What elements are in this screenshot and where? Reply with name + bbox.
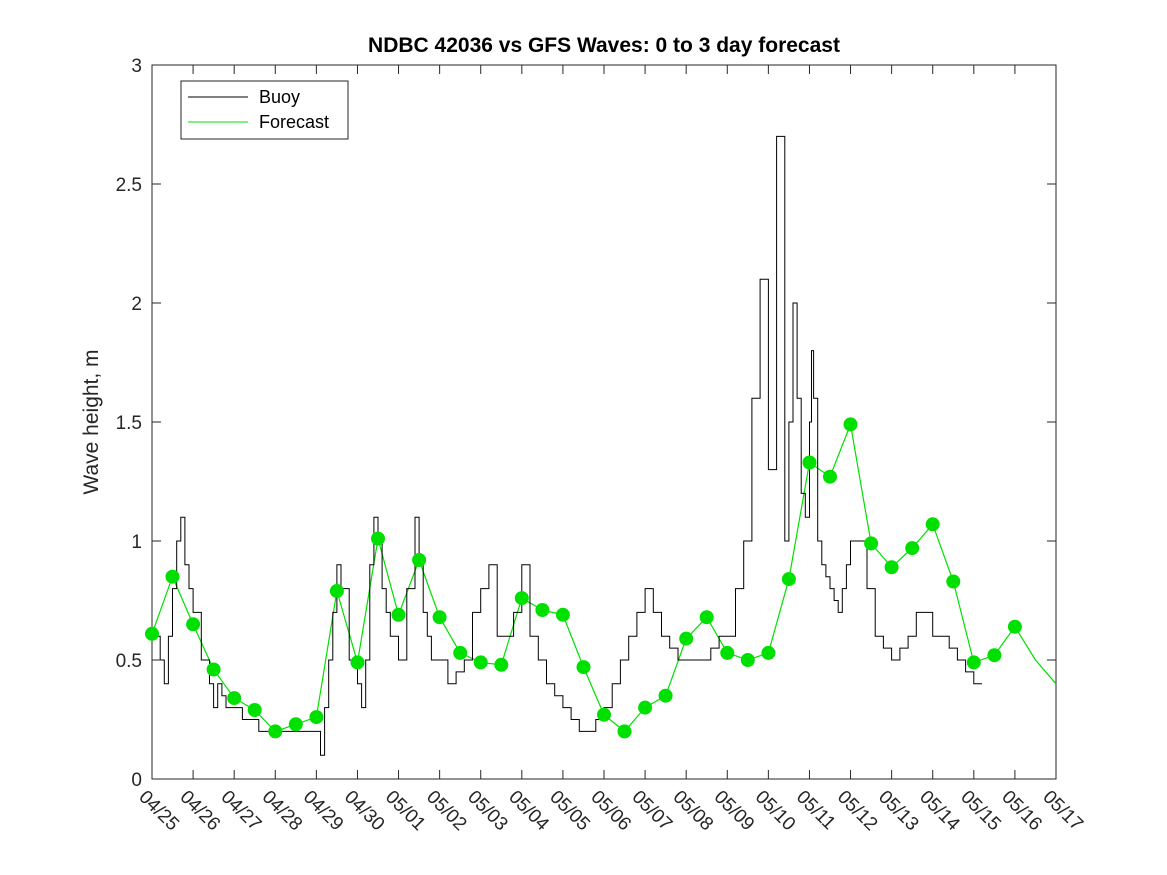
chart-title: NDBC 42036 vs GFS Waves: 0 to 3 day fore…	[368, 34, 840, 57]
y-tick-label: 2	[131, 294, 142, 315]
x-tick-label: 04/27	[217, 787, 265, 835]
plot-area	[151, 64, 1057, 780]
forecast-marker	[884, 560, 899, 575]
forecast-marker	[597, 707, 611, 722]
forecast-marker	[987, 648, 1002, 663]
forecast-marker	[309, 710, 324, 725]
forecast-marker	[781, 572, 796, 587]
x-tick-label: 05/04	[504, 787, 553, 836]
forecast-marker	[843, 417, 858, 432]
x-tick-label: 05/11	[792, 787, 839, 834]
x-tick-label: 05/08	[669, 787, 717, 835]
plot-layer	[145, 135, 1057, 756]
forecast-marker	[905, 541, 920, 556]
legend-forecast-label: Forecast	[259, 112, 329, 132]
forecast-marker	[165, 569, 180, 584]
forecast-marker	[802, 455, 817, 470]
x-tick-label: 05/12	[833, 787, 881, 835]
x-tick-label: 04/26	[176, 787, 224, 835]
forecast-marker	[514, 591, 529, 606]
y-tick-label: 2.5	[116, 175, 142, 196]
y-tick-label: 0.5	[116, 651, 142, 672]
forecast-marker	[288, 717, 303, 732]
legend: Buoy Forecast	[180, 80, 349, 140]
x-tick-label: 05/09	[710, 787, 758, 835]
forecast-marker	[227, 691, 242, 706]
forecast-marker	[145, 626, 159, 641]
x-tick-label: 05/15	[956, 787, 1004, 835]
forecast-marker	[391, 607, 406, 622]
legend-box	[180, 80, 349, 140]
x-tick-label: 05/01	[381, 787, 429, 835]
x-tick-label: 04/25	[134, 787, 182, 835]
x-tick-label: 05/16	[997, 787, 1045, 835]
forecast-marker	[494, 657, 509, 672]
y-axis-label: Wave height, m	[80, 349, 103, 494]
forecast-marker	[535, 603, 550, 617]
forecast-marker	[186, 617, 201, 632]
forecast-marker	[617, 724, 632, 739]
forecast-marker	[1007, 619, 1022, 634]
forecast-marker	[966, 655, 981, 670]
x-tick-label: 04/30	[340, 787, 388, 835]
x-tick-label: 05/03	[463, 787, 511, 835]
forecast-marker	[350, 655, 365, 670]
forecast-marker	[946, 574, 961, 589]
x-tick-label: 05/06	[586, 787, 634, 835]
y-tick-label: 1.5	[116, 413, 142, 434]
forecast-marker	[432, 610, 447, 625]
x-tick-label: 05/17	[1038, 787, 1086, 835]
forecast-marker	[638, 700, 653, 715]
forecast-marker	[412, 553, 427, 567]
forecast-marker	[679, 631, 694, 646]
forecast-marker	[740, 653, 755, 667]
x-tick-label: 05/07	[628, 787, 676, 835]
forecast-marker	[329, 584, 344, 598]
forecast-marker	[761, 645, 776, 660]
forecast-marker	[247, 703, 262, 717]
x-tick-label: 05/02	[422, 787, 470, 835]
forecast-marker	[268, 724, 283, 739]
forecast-marker	[925, 517, 940, 532]
forecast-marker	[453, 645, 468, 660]
forecast-marker	[206, 662, 221, 677]
x-tick-label: 05/05	[545, 787, 593, 835]
y-tick-label: 3	[131, 56, 142, 77]
forecast-marker	[658, 688, 673, 703]
forecast-marker	[555, 607, 570, 622]
forecast-marker	[576, 660, 591, 675]
x-tick-label: 05/14	[915, 787, 964, 836]
forecast-marker	[864, 536, 879, 551]
forecast-marker	[699, 610, 714, 625]
x-tick-label: 05/13	[874, 787, 922, 835]
x-tick-label: 05/10	[751, 787, 799, 835]
forecast-marker	[720, 645, 735, 660]
y-tick-label: 0	[131, 770, 142, 791]
x-tick-label: 04/28	[258, 787, 306, 835]
forecast-marker	[473, 655, 488, 670]
forecast-marker	[823, 469, 837, 484]
forecast-marker	[371, 531, 385, 546]
legend-buoy-label: Buoy	[259, 87, 300, 107]
x-tick-label: 04/29	[299, 787, 347, 835]
y-tick-label: 1	[131, 532, 142, 553]
